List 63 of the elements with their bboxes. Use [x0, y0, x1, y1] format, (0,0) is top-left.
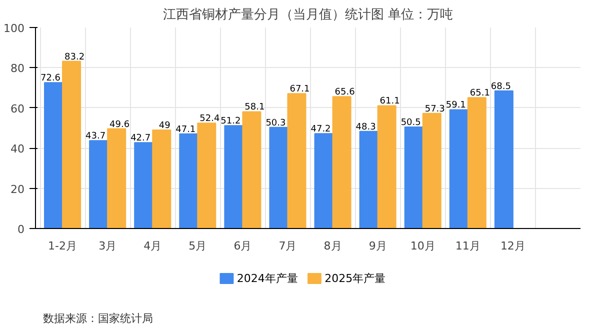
data-label: 47.1 [176, 124, 196, 135]
data-label: 50.5 [400, 118, 421, 128]
x-tick-label: 8月 [324, 240, 342, 252]
data-label: 51.2 [220, 116, 241, 127]
legend-label: 2025年产量 [324, 272, 386, 285]
bar [467, 97, 486, 228]
bar [404, 126, 424, 228]
data-label: 47.2 [310, 124, 331, 135]
x-tick-label: 9月 [368, 240, 387, 252]
y-tick-label: 40 [10, 142, 25, 156]
bar [449, 109, 468, 228]
x-tick-label: 7月 [278, 240, 297, 252]
data-label: 48.3 [356, 122, 376, 132]
data-label: 52.4 [200, 114, 220, 124]
data-label: 58.1 [244, 102, 265, 113]
bar [287, 93, 306, 228]
bar [197, 122, 216, 228]
y-tick-label: 60 [10, 102, 25, 116]
data-label: 61.1 [380, 96, 400, 107]
bar [179, 133, 198, 228]
data-label: 59.1 [446, 100, 466, 111]
x-tick-label: 10月 [410, 240, 436, 252]
bar [152, 130, 172, 228]
x-tick-label: 3月 [98, 240, 117, 252]
x-tick-label: 1-2月 [48, 240, 78, 252]
x-tick-label: 5月 [188, 240, 207, 252]
data-label: 65.1 [470, 88, 490, 99]
data-label: 57.3 [424, 104, 445, 114]
data-label: 42.7 [130, 134, 151, 144]
bar [107, 128, 126, 228]
bar [242, 111, 262, 228]
data-label: 49 [158, 121, 171, 132]
bar [377, 105, 396, 228]
legend-label: 2024年产量 [236, 272, 298, 285]
bar [269, 126, 288, 228]
data-label: 68.5 [490, 82, 511, 92]
chart-title: 江西省铜材产量分月（当月值）统计图 单位：万吨 [162, 8, 454, 22]
x-tick-label: 6月 [234, 240, 252, 252]
bar [359, 130, 378, 228]
data-label: 43.7 [86, 132, 106, 142]
data-label: 72.6 [40, 74, 61, 84]
x-tick-label: 4月 [144, 240, 162, 252]
bar [89, 140, 108, 228]
data-label: 65.6 [334, 88, 356, 98]
bar [62, 60, 82, 228]
x-tick-label: 12月 [500, 240, 526, 252]
data-label: 83.2 [64, 52, 85, 62]
bar [332, 96, 352, 228]
bar [134, 142, 154, 228]
data-label: 67.1 [290, 84, 310, 95]
bar [44, 82, 64, 228]
y-tick-label: 20 [10, 182, 25, 196]
data-label: 50.3 [266, 118, 286, 128]
y-tick-label: 100 [4, 22, 25, 35]
bar [494, 90, 514, 228]
y-tick-label: 0 [18, 223, 24, 236]
x-tick-label: 11月 [455, 240, 480, 252]
y-tick-label: 80 [10, 62, 25, 76]
data-label: 49.6 [110, 120, 130, 130]
bar [422, 112, 442, 228]
source-note: 数据来源：国家统计局 [42, 312, 153, 325]
bar [224, 125, 244, 228]
bar [314, 133, 334, 228]
